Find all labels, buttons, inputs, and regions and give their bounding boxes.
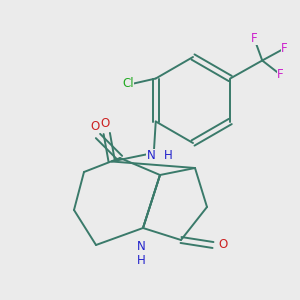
Text: O: O [100,117,110,130]
Text: O: O [90,119,100,133]
Text: N: N [136,239,146,253]
Text: F: F [281,42,288,55]
Text: N: N [146,149,155,162]
Text: Cl: Cl [122,77,134,90]
Text: H: H [164,149,172,162]
Text: H: H [136,254,146,266]
Text: F: F [251,32,258,45]
Text: F: F [277,68,284,81]
Text: O: O [218,238,228,251]
